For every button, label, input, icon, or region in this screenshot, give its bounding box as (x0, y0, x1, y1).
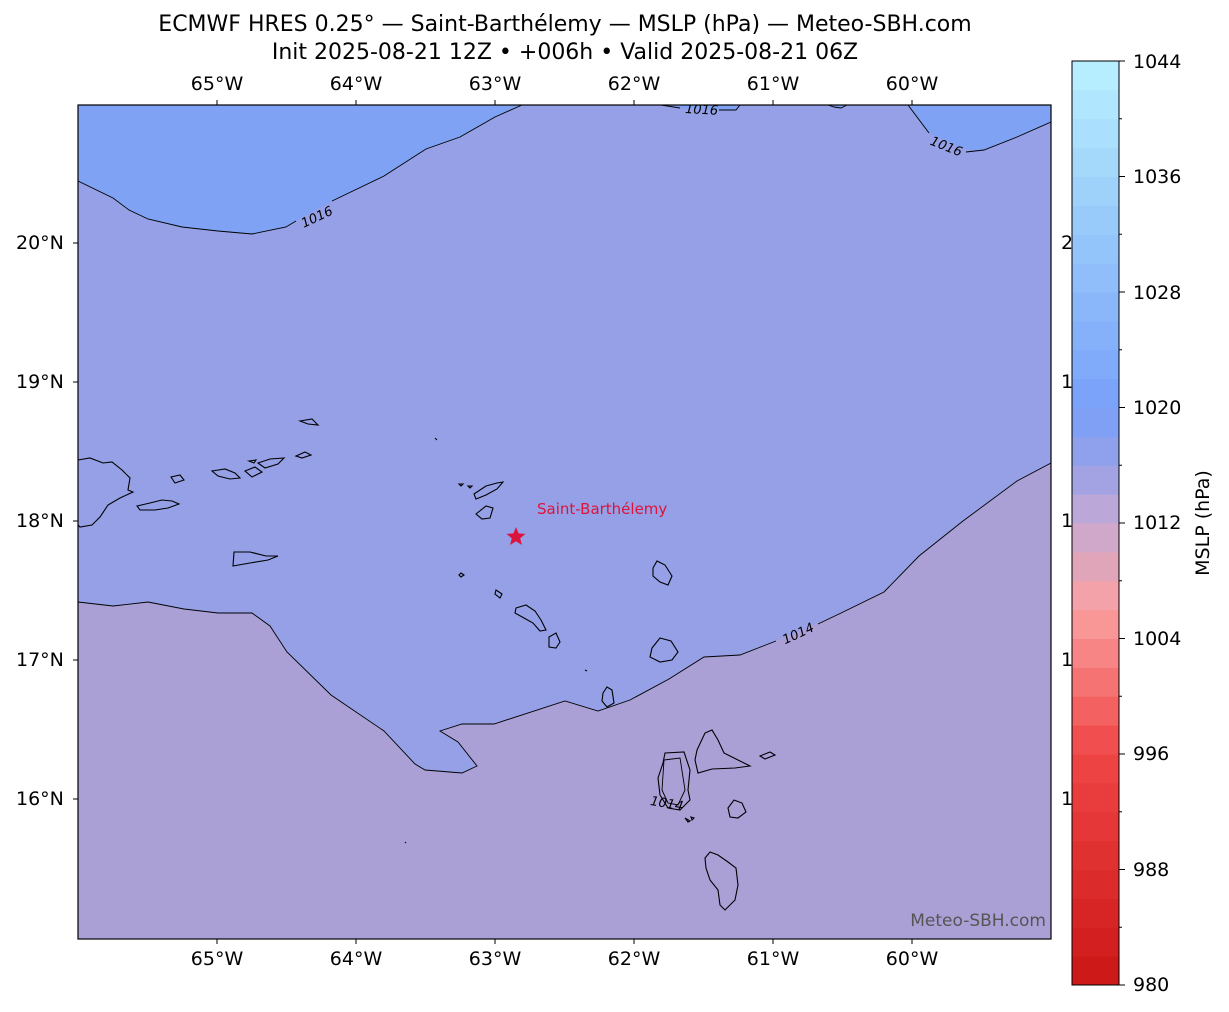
y-tick-right-clipped: 1 (1061, 371, 1074, 393)
y-tick-right-clipped: 1 (1061, 510, 1074, 532)
colorbar-tick-label: 980 (1133, 974, 1170, 996)
watermark: Meteo-SBH.com (910, 911, 1046, 931)
x-tick-top: 62°W (607, 73, 661, 95)
contour-1016-c (827, 105, 848, 109)
x-tick-bottom: 60°W (885, 948, 939, 970)
x-tick-bottom: 62°W (607, 948, 661, 970)
colorbar-tick-label: 1036 (1133, 166, 1182, 188)
colorbar-tick-label: 1012 (1133, 512, 1182, 534)
colorbar-tick-label: 988 (1133, 859, 1170, 881)
x-tick-top: 64°W (329, 73, 383, 95)
axis-ticks (73, 100, 913, 944)
contour-1014 (78, 462, 1051, 774)
zone-1014-1016 (78, 105, 1051, 773)
contour-1014-guadeloupe (661, 757, 686, 806)
y-tick-left: 18°N (16, 510, 64, 532)
contour-1016-d (907, 105, 1051, 153)
y-tick-left: 16°N (16, 788, 64, 810)
station-label: Saint-Barthélemy (537, 500, 668, 518)
x-tick-bottom: 61°W (746, 948, 800, 970)
colorbar-tick-label: 1020 (1133, 397, 1182, 419)
coast-puerto-rico (78, 457, 135, 528)
zone-1016-east (908, 105, 1051, 151)
x-tick-bottom: 65°W (190, 948, 244, 970)
coastlines (78, 418, 777, 911)
y-tick-right-clipped: 2 (1061, 232, 1074, 254)
map-title: ECMWF HRES 0.25° — Saint-Barthélemy — MS… (158, 12, 972, 37)
y-tick-right-clipped: 1 (1061, 788, 1074, 810)
colorbar-tick-label: 1028 (1133, 282, 1182, 304)
x-tick-top: 63°W (468, 73, 522, 95)
y-tick-right-clipped: 1 (1061, 649, 1074, 671)
y-tick-left: 20°N (16, 232, 64, 254)
colorbar-tick-label: 996 (1133, 743, 1170, 765)
zone-1016-top (661, 105, 740, 110)
contour-label: 1016 (685, 102, 719, 119)
x-tick-top: 61°W (746, 73, 800, 95)
colorbar-tick-label: 1044 (1133, 51, 1182, 73)
colorbar-axis-label: MSLP (hPa) (1192, 470, 1214, 576)
x-tick-bottom: 64°W (329, 948, 383, 970)
x-tick-bottom: 63°W (468, 948, 522, 970)
contour-1016-a (78, 105, 523, 235)
zone-1016-north (78, 105, 522, 234)
map-subtitle: Init 2025-08-21 12Z • +006h • Valid 2025… (271, 40, 859, 65)
y-tick-left: 19°N (16, 371, 64, 393)
x-tick-top: 60°W (885, 73, 939, 95)
colorbar-tick-label: 1004 (1133, 628, 1182, 650)
star-icon (506, 527, 526, 545)
x-tick-top: 65°W (190, 73, 244, 95)
y-tick-left: 17°N (16, 649, 64, 671)
contour-label: 1014 (649, 794, 684, 815)
